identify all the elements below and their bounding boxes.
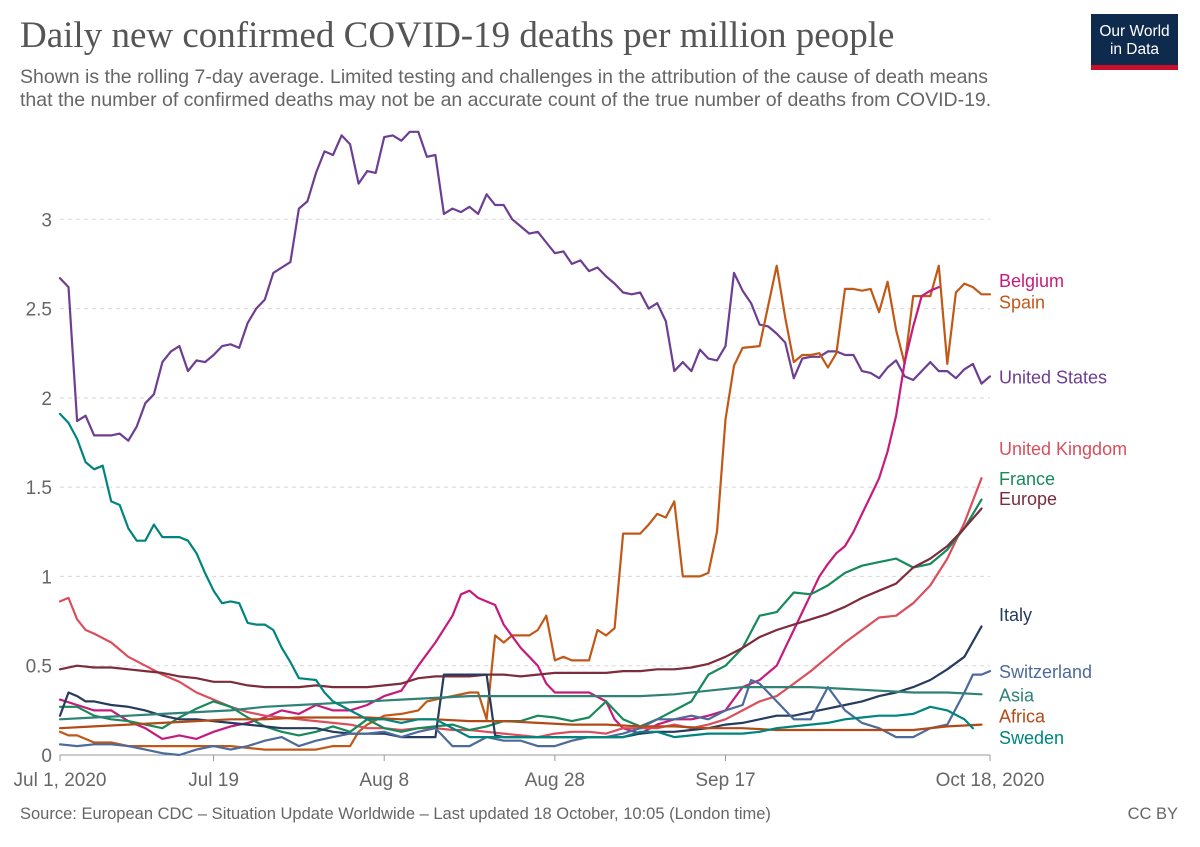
y-tick-label: 0: [41, 746, 52, 767]
chart-title: Daily new confirmed COVID-19 deaths per …: [20, 15, 895, 56]
x-axis: Jul 1, 2020 Jul 19 Aug 8 Aug 28 Sep 17 Oct 18…: [14, 754, 1045, 791]
end-label-italy: Italy: [999, 605, 1032, 625]
series-lines: [58, 130, 992, 757]
end-label-united-states: United States: [999, 367, 1107, 387]
end-label-belgium: Belgium: [999, 271, 1064, 291]
logo-line-2: in Data: [1109, 41, 1160, 58]
y-tick-label: 1: [41, 567, 52, 588]
x-tick-label: Jul 1, 2020: [14, 770, 107, 791]
end-label-asia: Asia: [999, 685, 1035, 705]
series-line-united-states: [58, 130, 992, 442]
source-note[interactable]: Source: European CDC – Situation Update …: [20, 805, 771, 823]
series-line-belgium: [58, 286, 940, 740]
y-gridlines: [60, 218, 990, 667]
subtitle-line-1: Shown is the rolling 7-day average. Limi…: [20, 66, 989, 88]
end-label-europe: Europe: [999, 489, 1057, 509]
subtitle-line-2: that the number of confirmed deaths may …: [20, 89, 992, 111]
end-label-sweden: Sweden: [999, 728, 1064, 748]
logo-accent-bar: [1091, 65, 1178, 70]
series-line-united-kingdom: [58, 477, 983, 739]
series-line-africa: [58, 716, 983, 732]
x-tick-label: Aug 8: [359, 770, 409, 791]
end-label-africa: Africa: [999, 707, 1046, 727]
end-label-united-kingdom: United Kingdom: [999, 439, 1127, 459]
x-tick-label: Aug 28: [525, 770, 585, 791]
y-tick-label: 2: [41, 389, 52, 410]
x-tick-label: Oct 18, 2020: [936, 770, 1045, 791]
end-label-spain: Spain: [999, 292, 1045, 312]
series-line-switzerland: [58, 670, 992, 757]
y-tick-label: 0.5: [26, 657, 52, 678]
y-tick-label: 3: [41, 210, 52, 231]
series-line-france: [58, 498, 983, 737]
y-tick-label: 1.5: [26, 478, 52, 499]
series-line-spain: [58, 264, 992, 751]
owid-logo[interactable]: Our World in Data: [1091, 14, 1178, 70]
series-line-asia: [58, 686, 983, 721]
chart-subtitle: Shown is the rolling 7-day average. Limi…: [20, 66, 1080, 112]
x-tick-label: Jul 19: [188, 770, 239, 791]
series-line-sweden: [58, 412, 974, 739]
logo-line-1: Our World: [1099, 23, 1170, 40]
y-tick-label: 2.5: [26, 300, 52, 321]
x-tick-label: Sep 17: [695, 770, 755, 791]
end-label-switzerland: Switzerland: [999, 662, 1092, 682]
end-label-france: France: [999, 469, 1055, 489]
license-link[interactable]: CC BY: [1127, 805, 1178, 823]
y-tick-labels: 0 0.5 1 1.5 2 2.5 3: [26, 210, 52, 767]
series-line-europe: [58, 507, 983, 689]
